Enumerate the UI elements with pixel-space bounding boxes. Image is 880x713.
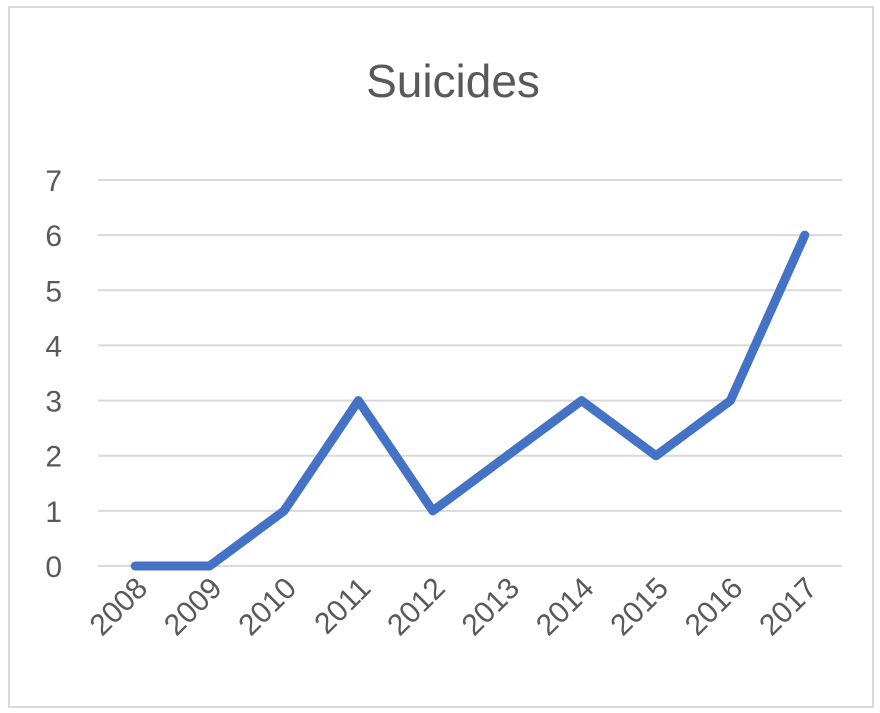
y-tick-label: 7 — [45, 165, 62, 198]
x-tick-label: 2008 — [84, 572, 155, 643]
chart-title: Suicides — [366, 55, 540, 107]
y-tick-label: 6 — [45, 220, 62, 253]
gridlines — [98, 179, 842, 567]
x-tick-label: 2017 — [753, 572, 824, 643]
y-axis-ticks: 0 1 2 3 4 5 6 7 — [45, 165, 62, 584]
y-tick-label: 2 — [45, 441, 62, 474]
series-group — [130, 230, 810, 571]
y-tick-label: 3 — [45, 386, 62, 419]
y-tick-label: 4 — [45, 330, 62, 363]
x-axis-ticks: 2008 2009 2010 2011 2012 2013 2014 2015 2016 2017 — [84, 572, 824, 643]
x-tick-label: 2011 — [308, 572, 377, 641]
chart-frame — [8, 6, 874, 708]
x-tick-label: 2012 — [381, 572, 452, 643]
x-tick-label: 2010 — [232, 572, 303, 643]
x-tick-label: 2013 — [456, 572, 527, 643]
y-tick-label: 1 — [45, 496, 62, 529]
x-tick-label: 2016 — [679, 572, 750, 643]
x-tick-label: 2015 — [604, 572, 675, 643]
y-tick-label: 0 — [45, 551, 62, 584]
x-tick-label: 2009 — [158, 572, 229, 643]
series-line — [130, 230, 810, 571]
x-tick-label: 2014 — [530, 572, 601, 643]
y-tick-label: 5 — [45, 275, 62, 308]
